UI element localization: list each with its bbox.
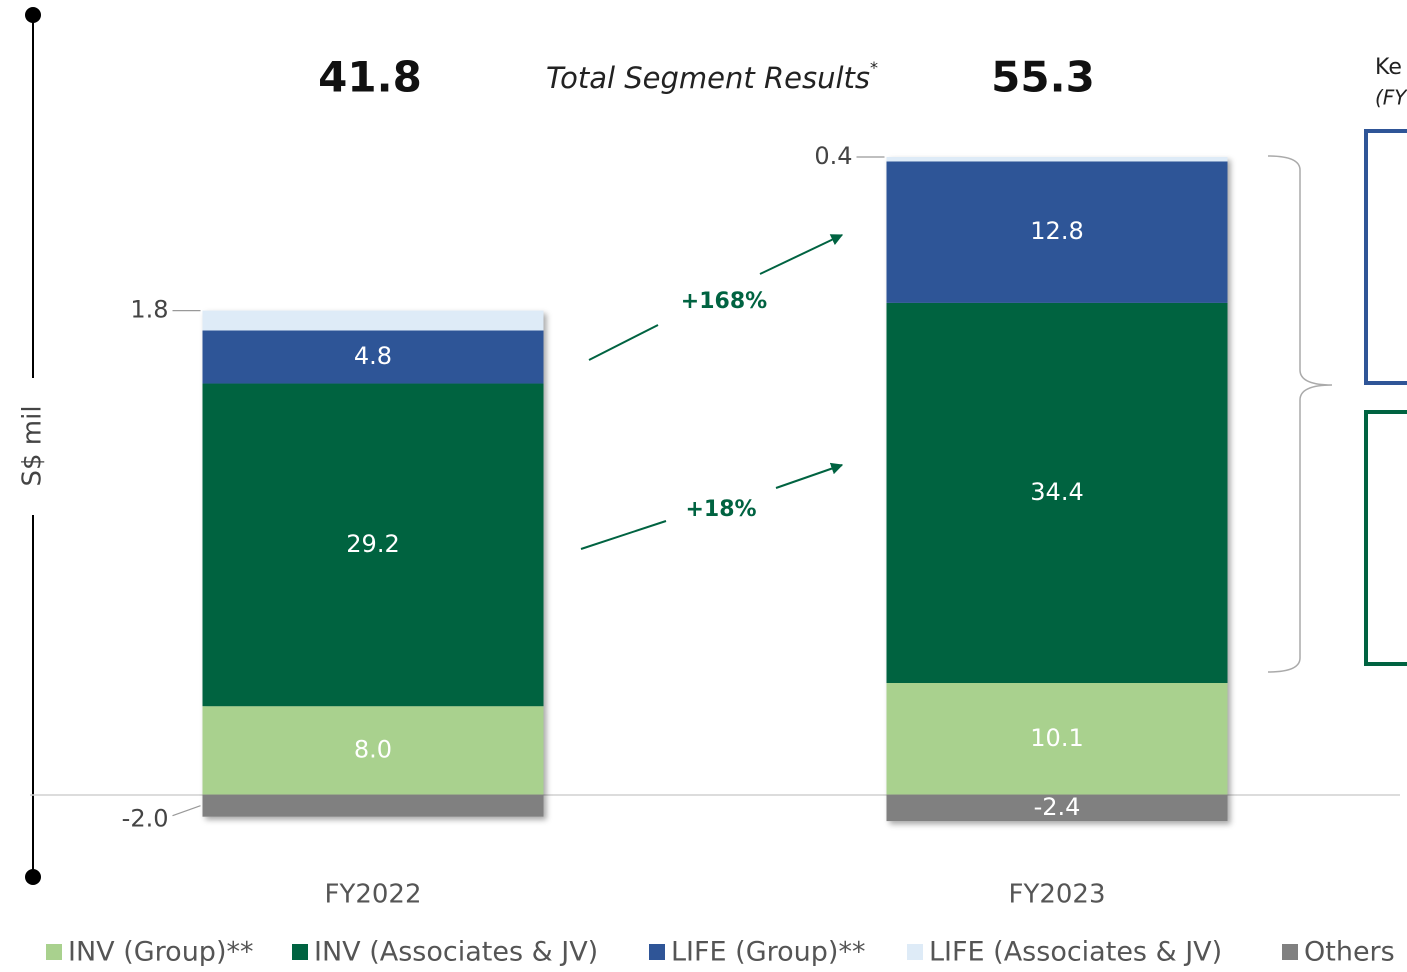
value-label: 10.1 <box>1030 724 1083 752</box>
arrow <box>588 324 659 361</box>
arrow <box>775 462 844 489</box>
title-text: Total Segment Results <box>546 61 870 95</box>
note-box <box>1364 129 1407 385</box>
note-box <box>1364 410 1407 666</box>
growth-label: +168% <box>681 289 767 314</box>
bar-segment <box>202 706 544 795</box>
bar-segment <box>886 157 1228 162</box>
axis-dot <box>25 869 41 885</box>
total-label: 41.8 <box>318 53 422 102</box>
legend-swatch <box>46 944 62 960</box>
value-label: -2.4 <box>1034 793 1081 821</box>
legend-swatch <box>292 944 308 960</box>
value-label: -2.0 <box>122 805 169 833</box>
bar-segment <box>202 310 544 331</box>
title-note: * <box>870 58 878 77</box>
bar-segment <box>202 330 544 384</box>
legend-label: INV (Group)** <box>68 937 253 968</box>
side-text: Ke <box>1375 55 1402 80</box>
chart-title: Total Segment Results* <box>546 58 878 96</box>
legend-swatch <box>907 944 923 960</box>
x-tick-label: FY2022 <box>324 880 421 910</box>
total-label: 55.3 <box>991 53 1095 102</box>
legend-label: LIFE (Group)** <box>671 937 865 968</box>
value-label: 34.4 <box>1030 478 1083 506</box>
bar-segment <box>886 794 1228 822</box>
bar-segment <box>202 794 544 817</box>
value-label: 1.8 <box>130 296 168 324</box>
side-text: (FY <box>1375 86 1407 110</box>
bar-segment <box>886 302 1228 683</box>
value-label: 0.4 <box>814 142 852 170</box>
legend-swatch <box>1282 944 1298 960</box>
bar-segment <box>202 383 544 707</box>
value-label: 8.0 <box>354 735 392 763</box>
arrow <box>580 520 667 550</box>
growth-label: +18% <box>685 497 756 522</box>
legend-swatch <box>649 944 665 960</box>
bracket <box>1267 155 1333 673</box>
axis-dot <box>25 7 41 23</box>
bar-segment <box>886 161 1228 303</box>
legend-label: Others <box>1304 937 1395 968</box>
arrow <box>759 234 844 275</box>
leader-line <box>172 805 201 817</box>
legend-label: LIFE (Associates & JV) <box>929 937 1222 968</box>
bar-segment <box>886 682 1228 795</box>
legend-label: INV (Associates & JV) <box>314 937 598 968</box>
value-label: 4.8 <box>354 342 392 370</box>
y-axis-label: S$ mil <box>18 405 48 486</box>
bar-group <box>886 157 1228 822</box>
bar-group <box>202 310 544 817</box>
value-label: 12.8 <box>1030 217 1083 245</box>
x-tick-label: FY2023 <box>1008 880 1105 910</box>
value-label: 29.2 <box>346 530 399 558</box>
